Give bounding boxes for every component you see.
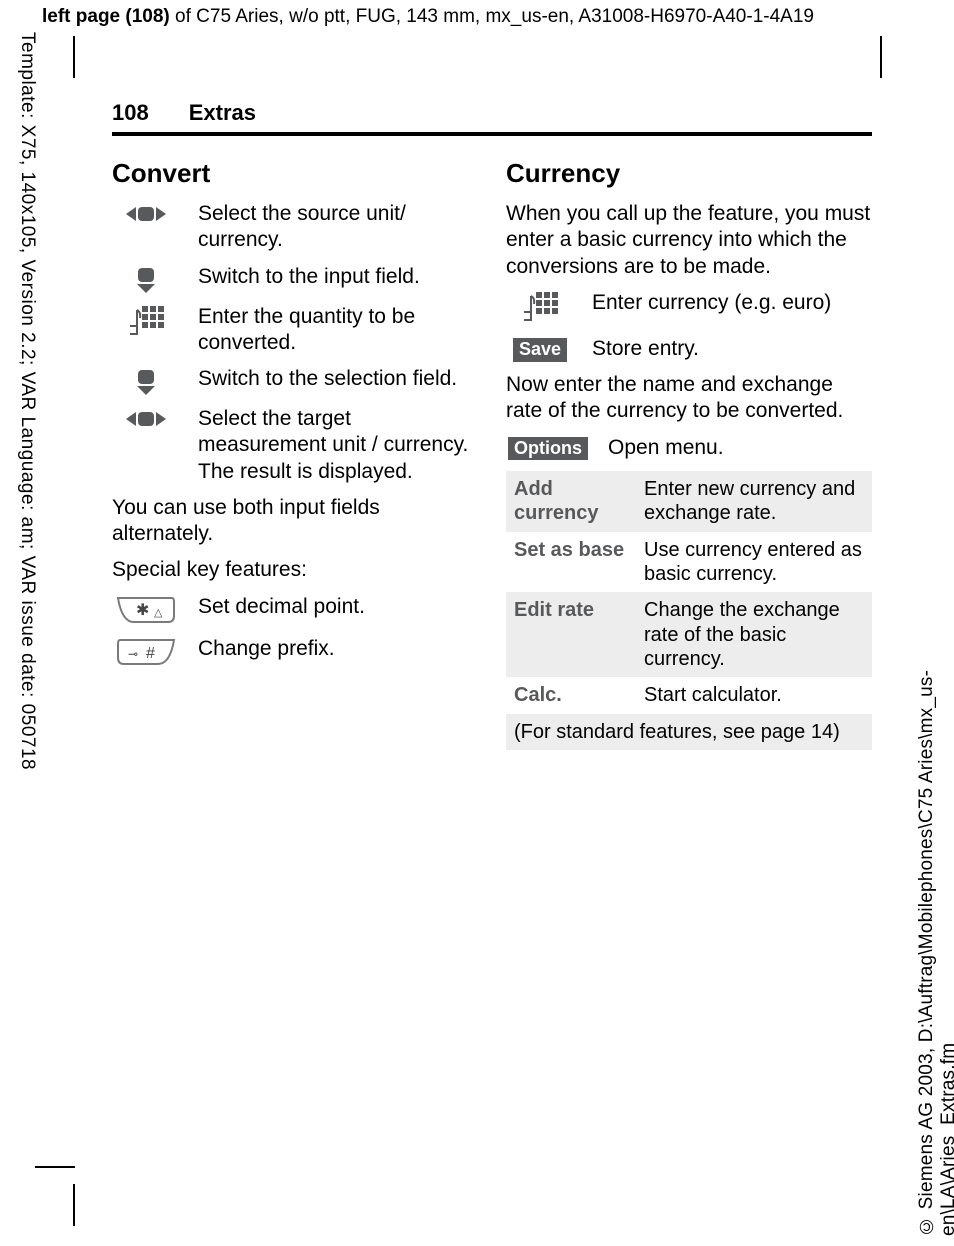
instruction-text: Switch to the selection field. [198, 366, 478, 392]
section-title: Extras [189, 100, 256, 126]
softkey-label: Save [513, 338, 567, 362]
keypad-icon [112, 304, 180, 340]
nav-left-right-icon [112, 406, 180, 430]
table-footer: (For standard features, see page 14) [506, 714, 872, 750]
instruction-row: Select the source unit/ currency. [112, 201, 478, 254]
right-margin-note: © Siemens AG 2003, D:\Auftrag\Mobilephon… [916, 496, 940, 1236]
svg-text:△: △ [154, 607, 163, 619]
page-number: 108 [112, 100, 149, 126]
left-column: Convert Select the source unit/ currency… [112, 158, 478, 750]
crop-mark [35, 1166, 75, 1168]
page-running-head: 108 Extras [112, 100, 872, 136]
svg-text:⊸: ⊸ [128, 647, 138, 661]
table-row: Edit rateChange the exchange rate of the… [506, 592, 872, 677]
instruction-row: Options Open menu. [506, 435, 872, 461]
nav-left-right-icon [112, 201, 180, 225]
heading-currency: Currency [506, 158, 872, 189]
opt-desc: Enter new currency and exchange rate. [636, 471, 872, 532]
opt-desc: Use currency entered as basic currency. [636, 532, 872, 593]
keypad-icon [506, 290, 574, 326]
instruction-row: Switch to the selection field. [112, 366, 478, 396]
softkey-options: Options [506, 435, 590, 461]
right-column: Currency When you call up the feature, y… [506, 158, 872, 750]
key-text: Set decimal point. [198, 594, 478, 620]
options-table: Add currencyEnter new currency and excha… [506, 471, 872, 751]
instruction-row: Enter the quantity to be converted. [112, 304, 478, 357]
left-margin-note: Template: X75, 140x105, Version 2.2; VAR… [14, 32, 38, 792]
content-area: 108 Extras Convert Select the source uni… [112, 100, 872, 750]
opt-name: Add currency [506, 471, 636, 532]
print-header: left page (108) of C75 Aries, w/o ptt, F… [42, 6, 814, 28]
opt-name: Calc. [506, 677, 636, 713]
instruction-row: Enter currency (e.g. euro) [506, 290, 872, 326]
table-row: Set as baseUse currency entered as basic… [506, 532, 872, 593]
table-row: (For standard features, see page 14) [506, 714, 872, 750]
instruction-row: Switch to the input field. [112, 264, 478, 294]
instruction-row: Select the target measurement unit / cur… [112, 406, 478, 485]
print-header-rest: of C75 Aries, w/o ptt, FUG, 143 mm, mx_u… [170, 6, 814, 27]
crop-mark [73, 1184, 75, 1226]
key-row: ⊸ # Change prefix. [112, 636, 478, 668]
heading-convert: Convert [112, 158, 478, 189]
body-text: You can use both input fields alternatel… [112, 495, 478, 548]
table-row: Add currencyEnter new currency and excha… [506, 471, 872, 532]
page: left page (108) of C75 Aries, w/o ptt, F… [0, 0, 954, 1246]
instruction-text: Enter the quantity to be converted. [198, 304, 478, 357]
softkey-save: Save [506, 336, 574, 362]
opt-name: Set as base [506, 532, 636, 593]
opt-name: Edit rate [506, 592, 636, 677]
instruction-text: Store entry. [592, 336, 872, 362]
hash-key-icon: ⊸ # [112, 636, 180, 668]
instruction-text: Switch to the input field. [198, 264, 478, 290]
body-text: Now enter the name and exchange rate of … [506, 372, 872, 425]
opt-desc: Start calculator. [636, 677, 872, 713]
svg-text:#: # [146, 645, 155, 662]
instruction-text: Open menu. [608, 435, 872, 461]
instruction-text: Enter currency (e.g. euro) [592, 290, 872, 316]
body-text: When you call up the feature, you must e… [506, 201, 872, 280]
opt-desc: Change the exchange rate of the basic cu… [636, 592, 872, 677]
table-row: Calc.Start calculator. [506, 677, 872, 713]
instruction-row: Save Store entry. [506, 336, 872, 362]
instruction-text: Select the source unit/ currency. [198, 201, 478, 254]
star-key-icon: ✱ △ [112, 594, 180, 626]
body-text: Special key features: [112, 557, 478, 583]
crop-mark [880, 36, 882, 78]
key-text: Change prefix. [198, 636, 478, 662]
nav-down-icon [112, 264, 180, 294]
print-header-bold: left page (108) [42, 6, 170, 27]
key-row: ✱ △ Set decimal point. [112, 594, 478, 626]
crop-mark [73, 36, 75, 78]
softkey-label: Options [508, 437, 588, 461]
svg-text:✱: ✱ [136, 602, 149, 619]
nav-down-icon [112, 366, 180, 396]
instruction-text: Select the target measurement unit / cur… [198, 406, 478, 485]
